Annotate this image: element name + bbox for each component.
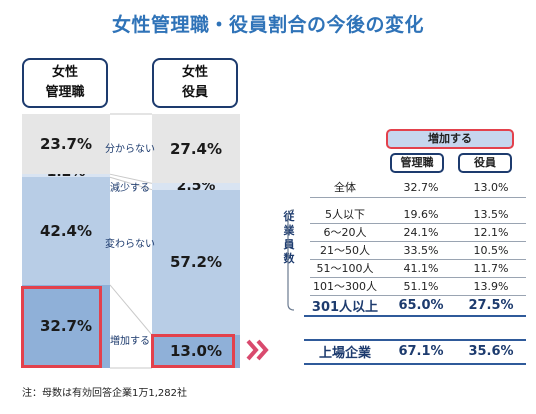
row-label: 301人以上 (311, 299, 379, 315)
row-value: 27.5% (468, 297, 514, 313)
header-left-line1: 女性 (51, 65, 78, 80)
group-bracket (287, 209, 295, 311)
row-label: 101～300人 (313, 280, 377, 293)
table-divider (310, 223, 526, 224)
bar-segment-executives-0: 13.0% (152, 334, 240, 368)
row-value: 67.1% (398, 343, 444, 359)
banner-increase: 増加する (386, 129, 514, 149)
stacked-bar-managers: 32.7% 42.4% 1.2% 23.7% (22, 114, 110, 368)
connector-line (109, 284, 153, 336)
bar-segment-executives-3: 27.4% (152, 113, 240, 184)
header-left-line2: 管理職 (45, 85, 85, 100)
header-right-line1: 女性 (181, 65, 208, 80)
bar-value-label: 27.4% (169, 139, 223, 158)
row-value: 11.7% (473, 261, 509, 275)
row-value: 33.5% (403, 243, 439, 257)
table-divider (304, 315, 526, 317)
stacked-bar-executives: 13.0% 57.2% 2.5% 27.4% (152, 113, 240, 368)
row-label: 6～20人 (323, 226, 367, 239)
col-header-managers-label: 管理職 (400, 156, 434, 169)
footnote: 注：母数は有効回答企業1万1,282社 (22, 388, 187, 399)
highlight-box-executives (151, 334, 235, 368)
employee-count-label-text: 従業員数 (283, 210, 295, 265)
table-row: 51～100人 41.1% 11.7% (304, 259, 526, 277)
row-value: 12.1% (473, 225, 509, 239)
double-chevron-icon (246, 339, 269, 361)
row-value: 13.9% (473, 279, 509, 293)
row-value: 65.0% (398, 297, 444, 313)
row-label: 5人以下 (325, 208, 365, 221)
page-title: 女性管理職・役員割合の今後の変化 (111, 14, 424, 36)
bar-value-label: 42.4% (39, 222, 93, 241)
row-value: 41.1% (403, 261, 439, 275)
bar-segment-executives-2: 2.5% (152, 178, 240, 194)
legend-label-2: 変わらない (105, 239, 155, 250)
col-header-executives-label: 役員 (474, 156, 496, 169)
highlight-box-managers (21, 286, 102, 368)
row-label: 21～50人 (320, 244, 370, 257)
col-header-executives: 役員 (458, 153, 512, 173)
row-value: 51.1% (403, 279, 439, 293)
bar-segment-managers-0: 32.7% (22, 284, 110, 368)
table-row: 5人以下 19.6% 13.5% (304, 205, 526, 223)
table-row: 101～300人 51.1% 13.9% (304, 277, 526, 295)
row-value: 19.6% (403, 207, 439, 221)
row-value: 13.0% (473, 180, 509, 194)
legend-label-3: 増加する (110, 336, 150, 347)
banner-increase-label: 増加する (428, 132, 472, 145)
table-divider (304, 339, 526, 341)
bar-value-label: 57.2% (169, 253, 223, 272)
row-label: 51～100人 (316, 262, 374, 275)
table-divider (304, 363, 526, 365)
col-header-managers: 管理職 (390, 153, 444, 173)
table-row: 21～50人 33.5% 10.5% (304, 241, 526, 259)
legend-label-0: 分からない (105, 144, 155, 155)
table-divider (310, 277, 526, 278)
table-row: 6～20人 24.1% 12.1% (304, 223, 526, 241)
table-divider (310, 241, 526, 242)
row-value: 32.7% (403, 180, 439, 194)
bar-value-label: 23.7% (39, 135, 93, 154)
table-divider (310, 197, 526, 198)
connector-line (109, 173, 153, 184)
row-value: 24.1% (403, 225, 439, 239)
row-label: 上場企業 (318, 345, 371, 361)
bar-segment-executives-1: 57.2% (152, 189, 240, 335)
table-divider (310, 295, 526, 296)
header-right-line2: 役員 (181, 85, 208, 100)
header-female-managers: 女性 管理職 (22, 58, 108, 108)
employee-count-label: 従業員数 (283, 210, 297, 266)
row-value: 13.5% (473, 207, 509, 221)
legend-label-1: 減少する (110, 183, 150, 194)
row-value: 35.6% (468, 343, 514, 359)
table-row: 301人以上 65.0% 27.5% (304, 295, 526, 315)
connector-line (109, 176, 153, 191)
table-divider (310, 259, 526, 260)
table-row: 全体 32.7% 13.0% (304, 178, 526, 196)
bar-value-label: 32.7% (39, 317, 93, 336)
row-label: 全体 (334, 181, 356, 194)
bar-value-label: 13.0% (169, 342, 223, 361)
bar-segment-managers-1: 42.4% (22, 177, 110, 285)
header-female-executives: 女性 役員 (152, 58, 238, 108)
table-row: 上場企業 67.1% 35.6% (304, 341, 526, 361)
bar-segment-managers-2: 1.2% (22, 164, 110, 180)
connector-lines (109, 113, 153, 369)
row-value: 10.5% (473, 243, 509, 257)
bar-segment-managers-3: 23.7% (22, 114, 110, 175)
